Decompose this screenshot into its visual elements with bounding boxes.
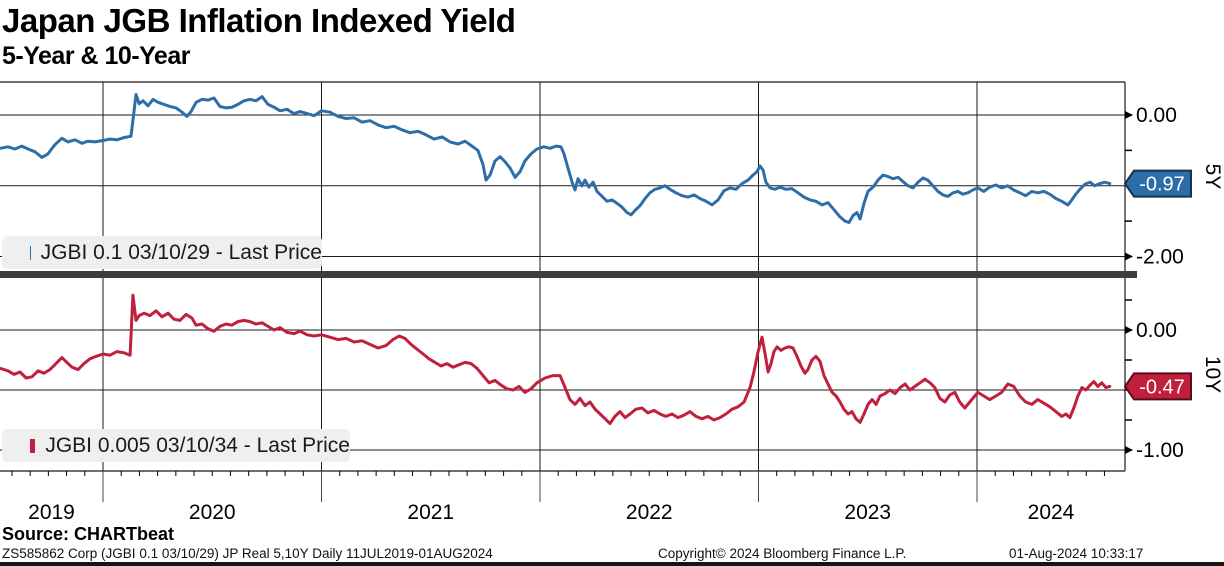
last-price-value: -0.97 — [1139, 174, 1185, 196]
page-subtitle: 5-Year & 10-Year — [2, 42, 190, 70]
last-price-value: -0.47 — [1139, 376, 1185, 398]
y-tick-label: 0.00 — [1136, 319, 1177, 342]
last-price-badge-10y — [1123, 372, 1192, 401]
legend-swatch-5y-icon — [30, 245, 31, 260]
y-tick-label: -1.00 — [1136, 439, 1184, 462]
legend-swatch-10y-icon — [30, 438, 36, 453]
legend-label-10y: JGBI 0.005 03/10/34 - Last Price — [45, 433, 350, 457]
y-tick-label: -2.00 — [1136, 246, 1184, 269]
legend-label-5y: JGBI 0.1 03/10/29 - Last Price — [40, 240, 322, 264]
footer-timestamp: 01-Aug-2024 10:33:17 — [1009, 546, 1144, 561]
legend-item-5y[interactable]: JGBI 0.1 03/10/29 - Last Price — [2, 236, 322, 269]
x-year-label: 2022 — [626, 501, 673, 524]
y-tick-arrow-icon — [1125, 252, 1133, 261]
x-year-label: 2020 — [189, 501, 236, 524]
panel-axis-label-10y: 10Y — [1201, 356, 1224, 393]
page-title: Japan JGB Inflation Indexed Yield — [2, 2, 516, 39]
series-line-5y[interactable] — [0, 93, 1112, 224]
bottom-edge-bar — [0, 562, 1224, 566]
x-year-label: 2023 — [844, 501, 891, 524]
footer-security-info: ZS585862 Corp (JGBI 0.1 03/10/29) JP Rea… — [2, 546, 493, 561]
panel-axis-label-5y: 5Y — [1201, 164, 1224, 190]
y-tick-arrow-icon — [1125, 326, 1133, 334]
source-line: Source: CHARTbeat — [2, 524, 175, 544]
y-tick-arrow-icon — [1125, 111, 1133, 119]
x-year-label: 2021 — [407, 501, 454, 524]
x-year-label: 2024 — [1028, 501, 1075, 524]
last-price-badge-5y — [1123, 169, 1192, 198]
y-tick-arrow-icon — [1125, 446, 1133, 454]
panel-separator — [0, 271, 1137, 278]
footer-copyright: Copyright© 2024 Bloomberg Finance L.P. — [658, 546, 907, 561]
x-year-label: 2019 — [28, 501, 75, 524]
series-line-10y[interactable] — [0, 293, 1112, 426]
y-tick-label: 0.00 — [1136, 104, 1177, 127]
legend-item-10y[interactable]: JGBI 0.005 03/10/34 - Last Price — [2, 429, 350, 462]
